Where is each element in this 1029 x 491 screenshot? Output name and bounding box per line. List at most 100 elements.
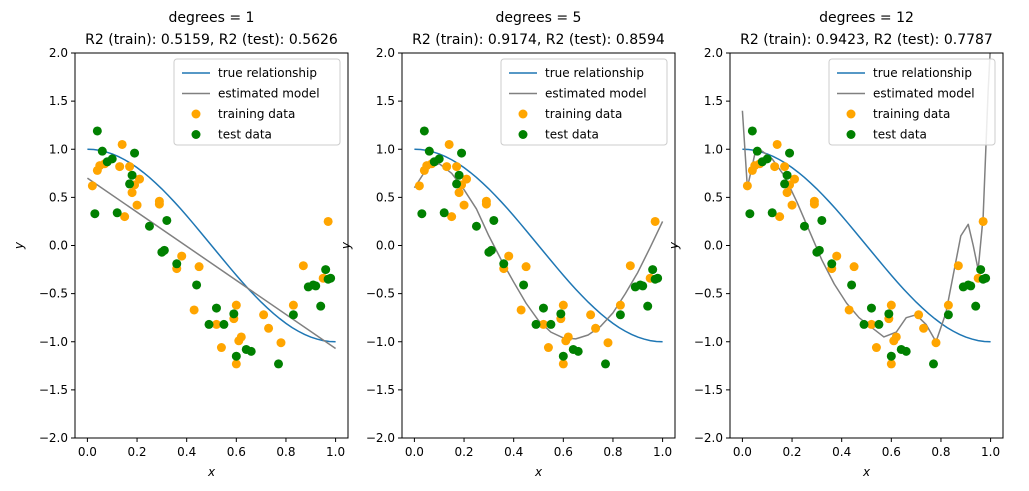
x-tick-label: 0.8 [931,445,950,459]
training-point [462,174,472,184]
training-point [931,338,941,348]
training-point [120,212,130,222]
test-point [519,280,529,290]
training-point [127,188,137,198]
y-tick-label: 0.0 [704,239,723,253]
y-tick-label: −1.5 [366,383,395,397]
subplots-container: degrees = 1 R2 (train): 0.5159, R2 (test)… [12,10,1004,479]
test-point [615,310,625,320]
training-point [591,323,601,333]
training-point [452,162,462,172]
legend-entry-estimated-model: estimated model [509,87,647,101]
training-point [832,251,842,261]
training-point [276,338,286,348]
y-axis-label: y [339,241,353,250]
training-point [288,300,298,310]
training-point [259,310,269,320]
training-point [454,188,464,198]
legend-box [173,58,341,146]
test-point [971,301,981,311]
training-point [442,162,452,172]
test-point [162,215,172,225]
y-tick-label: −0.5 [366,287,395,301]
y-tick-label: 2.0 [49,46,68,60]
legend-entry-true-relationship: true relationship [182,66,317,80]
x-tick-label: 0.8 [276,445,295,459]
training-point [231,300,241,310]
training-point [444,139,454,149]
test-point [767,208,777,218]
y-axis-label: y [12,241,26,250]
training-point [117,139,127,149]
training-point [943,300,953,310]
y-tick-label: 2.0 [704,46,723,60]
legend: true relationship estimated model training… [500,58,668,146]
training-point [603,338,613,348]
legend-dot-swatch [518,130,528,139]
y-tick-label: 1.5 [376,94,395,108]
x-tick-label: 0.2 [454,445,473,459]
training-point [650,216,660,226]
test-point [92,126,102,136]
y-tick-label: 0.5 [704,190,723,204]
training-point [586,310,596,320]
training-point [115,162,125,172]
test-point [452,179,462,189]
y-tick-label: 1.0 [376,142,395,156]
legend-dot-swatch [191,130,201,139]
legend-label: estimated model [218,87,320,101]
test-point [211,303,221,313]
legend-dot-swatch [191,109,201,119]
test-point [981,273,991,283]
test-point [316,301,326,311]
training-point [790,174,800,184]
y-tick-label: −1.5 [694,383,723,397]
test-point [321,265,331,275]
y-tick-label: 1.0 [704,142,723,156]
y-axis-label: y [667,241,681,250]
test-point [97,146,107,156]
subplot-1: degrees = 1 R2 (train): 0.5159, R2 (test)… [12,10,349,479]
legend-dot-swatch [846,130,856,139]
test-point [90,209,100,219]
x-tick-label: 0.0 [78,445,97,459]
legend-label: true relationship [873,66,972,80]
legend-label: training data [218,107,295,121]
test-point [274,359,284,369]
legend-entry-training-data: training data [518,107,622,121]
test-point [439,208,449,218]
subplot-2: degrees = 5 R2 (train): 0.9174, R2 (test)… [339,10,676,479]
test-point [159,245,169,255]
test-point [219,319,229,329]
true-relationship-line [414,148,663,343]
test-point [638,281,648,291]
test-point [486,245,496,255]
y-tick-label: 0.5 [49,190,68,204]
x-tick-label: 0.4 [504,445,523,459]
y-tick-label: 1.5 [704,94,723,108]
legend-entry-true-relationship: true relationship [837,66,972,80]
test-point [943,310,953,320]
plot-area [86,126,337,369]
training-point [414,181,424,191]
training-point [543,343,553,353]
true-relationship-line [742,148,991,343]
y-tick-label: −1.0 [694,335,723,349]
test-point [573,346,583,356]
test-point [884,309,894,319]
test-point [231,351,241,361]
training-point [742,181,752,191]
training-point [871,343,881,353]
x-axis-label: x [862,465,871,479]
test-point [489,215,499,225]
plot-area [413,126,664,369]
test-point [648,265,658,275]
training-point [953,261,963,271]
legend-dot-swatch [846,109,856,119]
test-point [601,359,611,369]
test-point [558,351,568,361]
legend-label: estimated model [873,87,975,101]
x-tick-label: 0.6 [554,445,573,459]
test-point [799,221,809,231]
